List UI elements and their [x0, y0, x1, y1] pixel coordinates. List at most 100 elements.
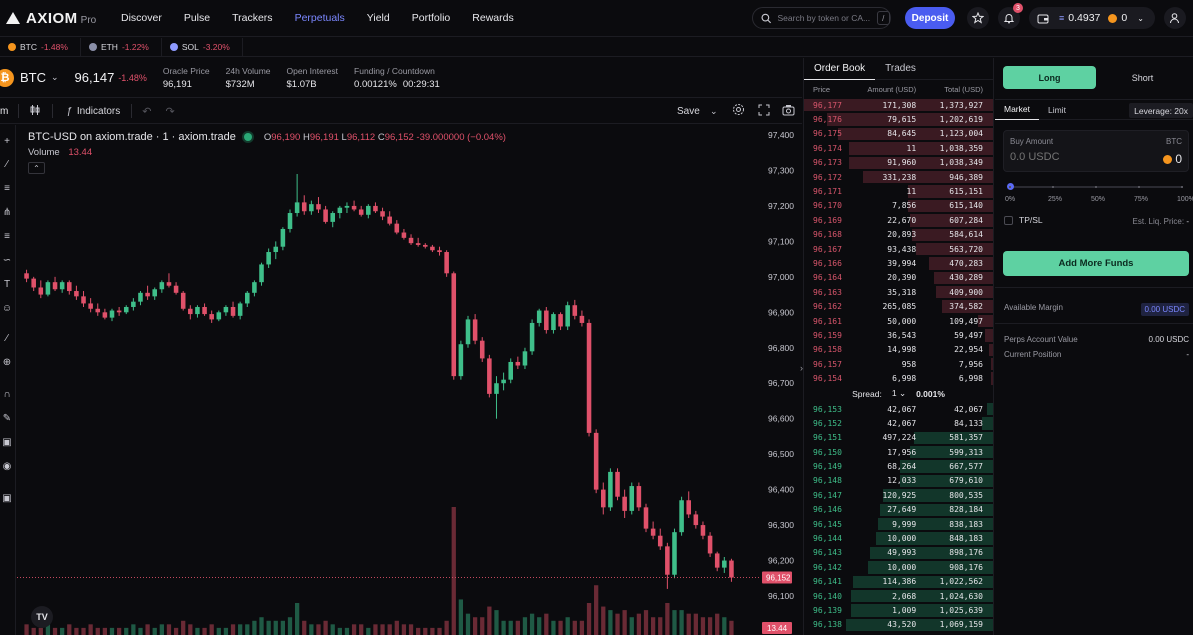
- divider: [18, 104, 20, 118]
- fullscreen-icon[interactable]: [758, 104, 770, 119]
- trendline-icon[interactable]: ∕: [6, 158, 8, 170]
- lock-drawings-icon[interactable]: ✎: [2, 412, 12, 424]
- buy-amount-input-box[interactable]: Buy Amount BTC 0: [1003, 130, 1189, 172]
- interval-selector[interactable]: m: [0, 105, 9, 117]
- ask-row[interactable]: 96,162 265,085 374,582: [804, 299, 993, 313]
- ruler-icon[interactable]: ∕: [6, 332, 8, 344]
- size-slider[interactable]: 0% 25% 50% 75% 100%: [1005, 182, 1193, 212]
- emoji-icon[interactable]: ☺: [1, 302, 13, 314]
- bid-row[interactable]: 96,145 9,999 838,183: [804, 517, 993, 531]
- buy-amount-input[interactable]: [1010, 151, 1130, 163]
- axiom-logo[interactable]: AXIOM Pro: [6, 10, 110, 27]
- bid-row[interactable]: 96,152 42,067 84,133: [804, 416, 993, 430]
- deposit-button[interactable]: Deposit: [905, 7, 955, 29]
- tab-limit[interactable]: Limit: [1047, 104, 1066, 115]
- wallet-dropdown[interactable]: ≡ 0.4937 0 ⌄: [1029, 7, 1155, 29]
- tab-market[interactable]: Market: [995, 100, 1039, 120]
- ask-row[interactable]: 96,164 20,390 430,289: [804, 271, 993, 285]
- volume-bar: [337, 627, 342, 635]
- ask-row[interactable]: 96,172 331,238 946,389: [804, 170, 993, 184]
- bid-row[interactable]: 96,151 497,224 581,357: [804, 431, 993, 445]
- ask-row[interactable]: 96,171 11 615,151: [804, 184, 993, 198]
- nav-link-perpetuals[interactable]: Perpetuals: [294, 12, 345, 24]
- ask-row[interactable]: 96,159 36,543 59,497: [804, 328, 993, 342]
- watchlist-star-button[interactable]: [967, 7, 989, 29]
- ask-row[interactable]: 96,177 171,308 1,373,927: [804, 98, 993, 112]
- candlestick-chart-svg[interactable]: 97,400 97,300 97,200 97,100 97,000 96,900 96,8…: [17, 125, 802, 635]
- redo-icon[interactable]: ↷: [165, 105, 175, 118]
- bid-row[interactable]: 96,141 114,386 1,022,562: [804, 575, 993, 589]
- ask-row[interactable]: 96,157 958 7,956: [804, 357, 993, 371]
- ask-row[interactable]: 96,169 22,670 607,284: [804, 213, 993, 227]
- nav-link-pulse[interactable]: Pulse: [183, 12, 211, 24]
- bid-row[interactable]: 96,147 120,925 800,535: [804, 488, 993, 502]
- ask-row[interactable]: 96,170 7,856 615,140: [804, 199, 993, 213]
- bid-row[interactable]: 96,149 68,264 667,577: [804, 459, 993, 473]
- ask-row[interactable]: 96,167 93,438 563,720: [804, 242, 993, 256]
- ask-row[interactable]: 96,158 14,998 22,954: [804, 343, 993, 357]
- ask-row[interactable]: 96,163 35,318 409,900: [804, 285, 993, 299]
- screenshot-camera-icon[interactable]: [782, 104, 795, 119]
- bid-row[interactable]: 96,142 10,000 908,176: [804, 560, 993, 574]
- save-options-chevron-icon[interactable]: ⌄: [710, 105, 718, 116]
- undo-icon[interactable]: ↶: [142, 105, 152, 118]
- tab-trades[interactable]: Trades: [885, 63, 916, 74]
- market-selector[interactable]: BTC ⌄: [20, 70, 59, 85]
- ask-row[interactable]: 96,175 84,645 1,123,004: [804, 127, 993, 141]
- nav-link-trackers[interactable]: Trackers: [232, 12, 273, 24]
- eye-icon[interactable]: ◉: [2, 460, 12, 472]
- bid-row[interactable]: 96,144 10,000 848,183: [804, 531, 993, 545]
- ask-row[interactable]: 96,154 6,998 6,998: [804, 371, 993, 385]
- collapse-legend-button[interactable]: ⌃: [28, 162, 45, 174]
- pitchfork-icon[interactable]: ⋔: [2, 206, 12, 218]
- lock-icon[interactable]: ▣: [2, 436, 12, 448]
- collapse-panel-chevron-icon[interactable]: ›: [800, 363, 803, 373]
- brush-icon[interactable]: ∽: [2, 254, 12, 266]
- ask-row[interactable]: 96,173 91,960 1,038,349: [804, 156, 993, 170]
- tab-order-book[interactable]: Order Book: [804, 58, 876, 80]
- text-tool-icon[interactable]: T: [3, 278, 11, 290]
- ask-row[interactable]: 96,174 11 1,038,359: [804, 141, 993, 155]
- bid-row[interactable]: 96,146 27,649 828,184: [804, 503, 993, 517]
- nav-link-discover[interactable]: Discover: [121, 12, 162, 24]
- long-button[interactable]: Long: [1003, 66, 1096, 89]
- add-more-funds-button[interactable]: Add More Funds: [1003, 251, 1189, 276]
- tradingview-logo-icon[interactable]: TV: [31, 606, 53, 628]
- horizontal-lines-icon[interactable]: ≡: [4, 182, 10, 194]
- ask-row[interactable]: 96,168 20,893 584,614: [804, 228, 993, 242]
- trash-icon[interactable]: ▣: [2, 492, 12, 504]
- bid-row[interactable]: 96,143 49,993 898,176: [804, 546, 993, 560]
- notifications-button[interactable]: 3: [998, 3, 1023, 29]
- ticker-sol[interactable]: SOL -3.20%: [162, 37, 243, 57]
- nav-link-yield[interactable]: Yield: [366, 12, 390, 24]
- bid-row[interactable]: 96,150 17,956 599,313: [804, 445, 993, 459]
- zoom-in-icon[interactable]: ⊕: [2, 356, 12, 368]
- spread-step-selector[interactable]: 1 ⌄: [892, 388, 906, 399]
- ask-row[interactable]: 96,166 39,994 470,283: [804, 256, 993, 270]
- nav-link-rewards[interactable]: Rewards: [472, 12, 514, 24]
- magnet-icon[interactable]: ∩: [3, 388, 11, 400]
- indicators-button[interactable]: ƒ Indicators: [66, 106, 120, 117]
- profile-button[interactable]: [1164, 7, 1186, 29]
- bid-row[interactable]: 96,148 12,033 679,610: [804, 474, 993, 488]
- short-button[interactable]: Short: [1131, 72, 1154, 83]
- tpsl-checkbox[interactable]: TP/SL: [1004, 215, 1043, 225]
- settings-gear-icon[interactable]: [732, 103, 745, 119]
- bid-row[interactable]: 96,153 42,067 42,067: [804, 402, 993, 416]
- nav-link-portfolio[interactable]: Portfolio: [411, 12, 451, 24]
- crosshair-icon[interactable]: +: [4, 135, 10, 147]
- search-input[interactable]: [777, 13, 873, 23]
- ask-row[interactable]: 96,176 79,615 1,202,619: [804, 112, 993, 126]
- ticker-btc[interactable]: BTC -1.48%: [0, 37, 81, 57]
- ticker-eth[interactable]: ETH -1.22%: [81, 37, 162, 57]
- price-chart[interactable]: 97,400 97,300 97,200 97,100 97,000 96,900 96,8…: [17, 125, 802, 635]
- candle-type-icon[interactable]: [29, 104, 41, 119]
- ask-row[interactable]: 96,161 50,000 109,497: [804, 314, 993, 328]
- leverage-selector[interactable]: Leverage: 20x: [1129, 103, 1193, 118]
- search-bar[interactable]: /: [752, 7, 891, 29]
- bid-row[interactable]: 96,138 43,520 1,069,159: [804, 618, 993, 632]
- bid-row[interactable]: 96,139 1,009 1,025,639: [804, 603, 993, 617]
- save-layout-button[interactable]: Save: [677, 105, 700, 117]
- bid-row[interactable]: 96,140 2,068 1,024,630: [804, 589, 993, 603]
- fib-icon[interactable]: ≡: [4, 230, 10, 242]
